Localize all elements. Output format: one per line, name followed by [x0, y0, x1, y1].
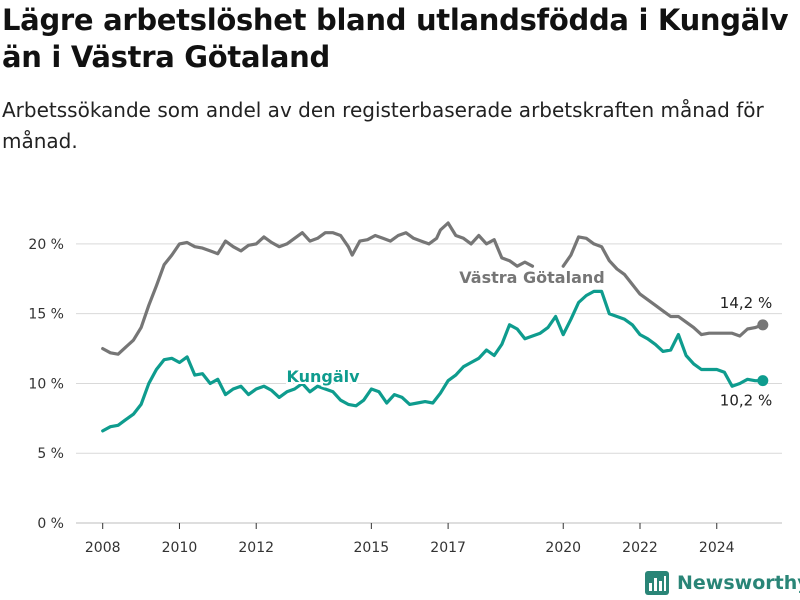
- x-tick-label: 2015: [354, 540, 390, 556]
- y-tick-label: 10 %: [28, 376, 64, 392]
- end-point-vastra_gotaland: [757, 319, 769, 331]
- series-label-vastra-gotaland: Västra Götaland: [459, 268, 604, 287]
- series-line-vastra_gotaland: [101, 221, 535, 356]
- y-tick-label: 15 %: [28, 307, 64, 323]
- end-point-kungalv: [757, 375, 769, 387]
- y-tick-label: 5 %: [37, 446, 64, 462]
- x-axis-ticks: 2008 2010 2012 2015 2017 2020 2022 2024: [85, 523, 735, 556]
- end-value-kungalv: 10,2 %: [720, 392, 772, 410]
- y-tick-label: 0 %: [37, 516, 64, 532]
- brand-logo[interactable]: Newsworthy: [645, 570, 800, 596]
- gridlines: [76, 243, 782, 524]
- end-value-vastra-gotaland: 14,2 %: [720, 294, 772, 312]
- x-tick-label: 2008: [85, 540, 121, 556]
- y-tick-label: 20 %: [28, 237, 64, 253]
- x-tick-label: 2010: [162, 540, 198, 556]
- series-lines: [101, 221, 769, 433]
- page-subtitle: Arbetssökande som andel av den registerb…: [2, 98, 764, 153]
- page-title: Lägre arbetslöshet bland utlandsfödda i …: [2, 3, 789, 74]
- x-tick-label: 2017: [430, 540, 466, 556]
- x-tick-label: 2020: [545, 540, 581, 556]
- bar-chart-icon: [645, 571, 669, 595]
- x-tick-label: 2024: [699, 540, 735, 556]
- series-label-kungalv: Kungälv: [286, 367, 360, 386]
- series-line-kungalv: [101, 289, 765, 433]
- x-tick-label: 2022: [622, 540, 658, 556]
- y-axis-ticks: 0 % 5 % 10 % 15 % 20 %: [28, 237, 64, 532]
- x-tick-label: 2012: [238, 540, 274, 556]
- series-line-vastra_gotaland: [561, 235, 765, 338]
- brand-name: Newsworthy: [677, 572, 800, 594]
- series-labels: Västra Götaland Kungälv 14,2 % 10,2 %: [284, 266, 772, 410]
